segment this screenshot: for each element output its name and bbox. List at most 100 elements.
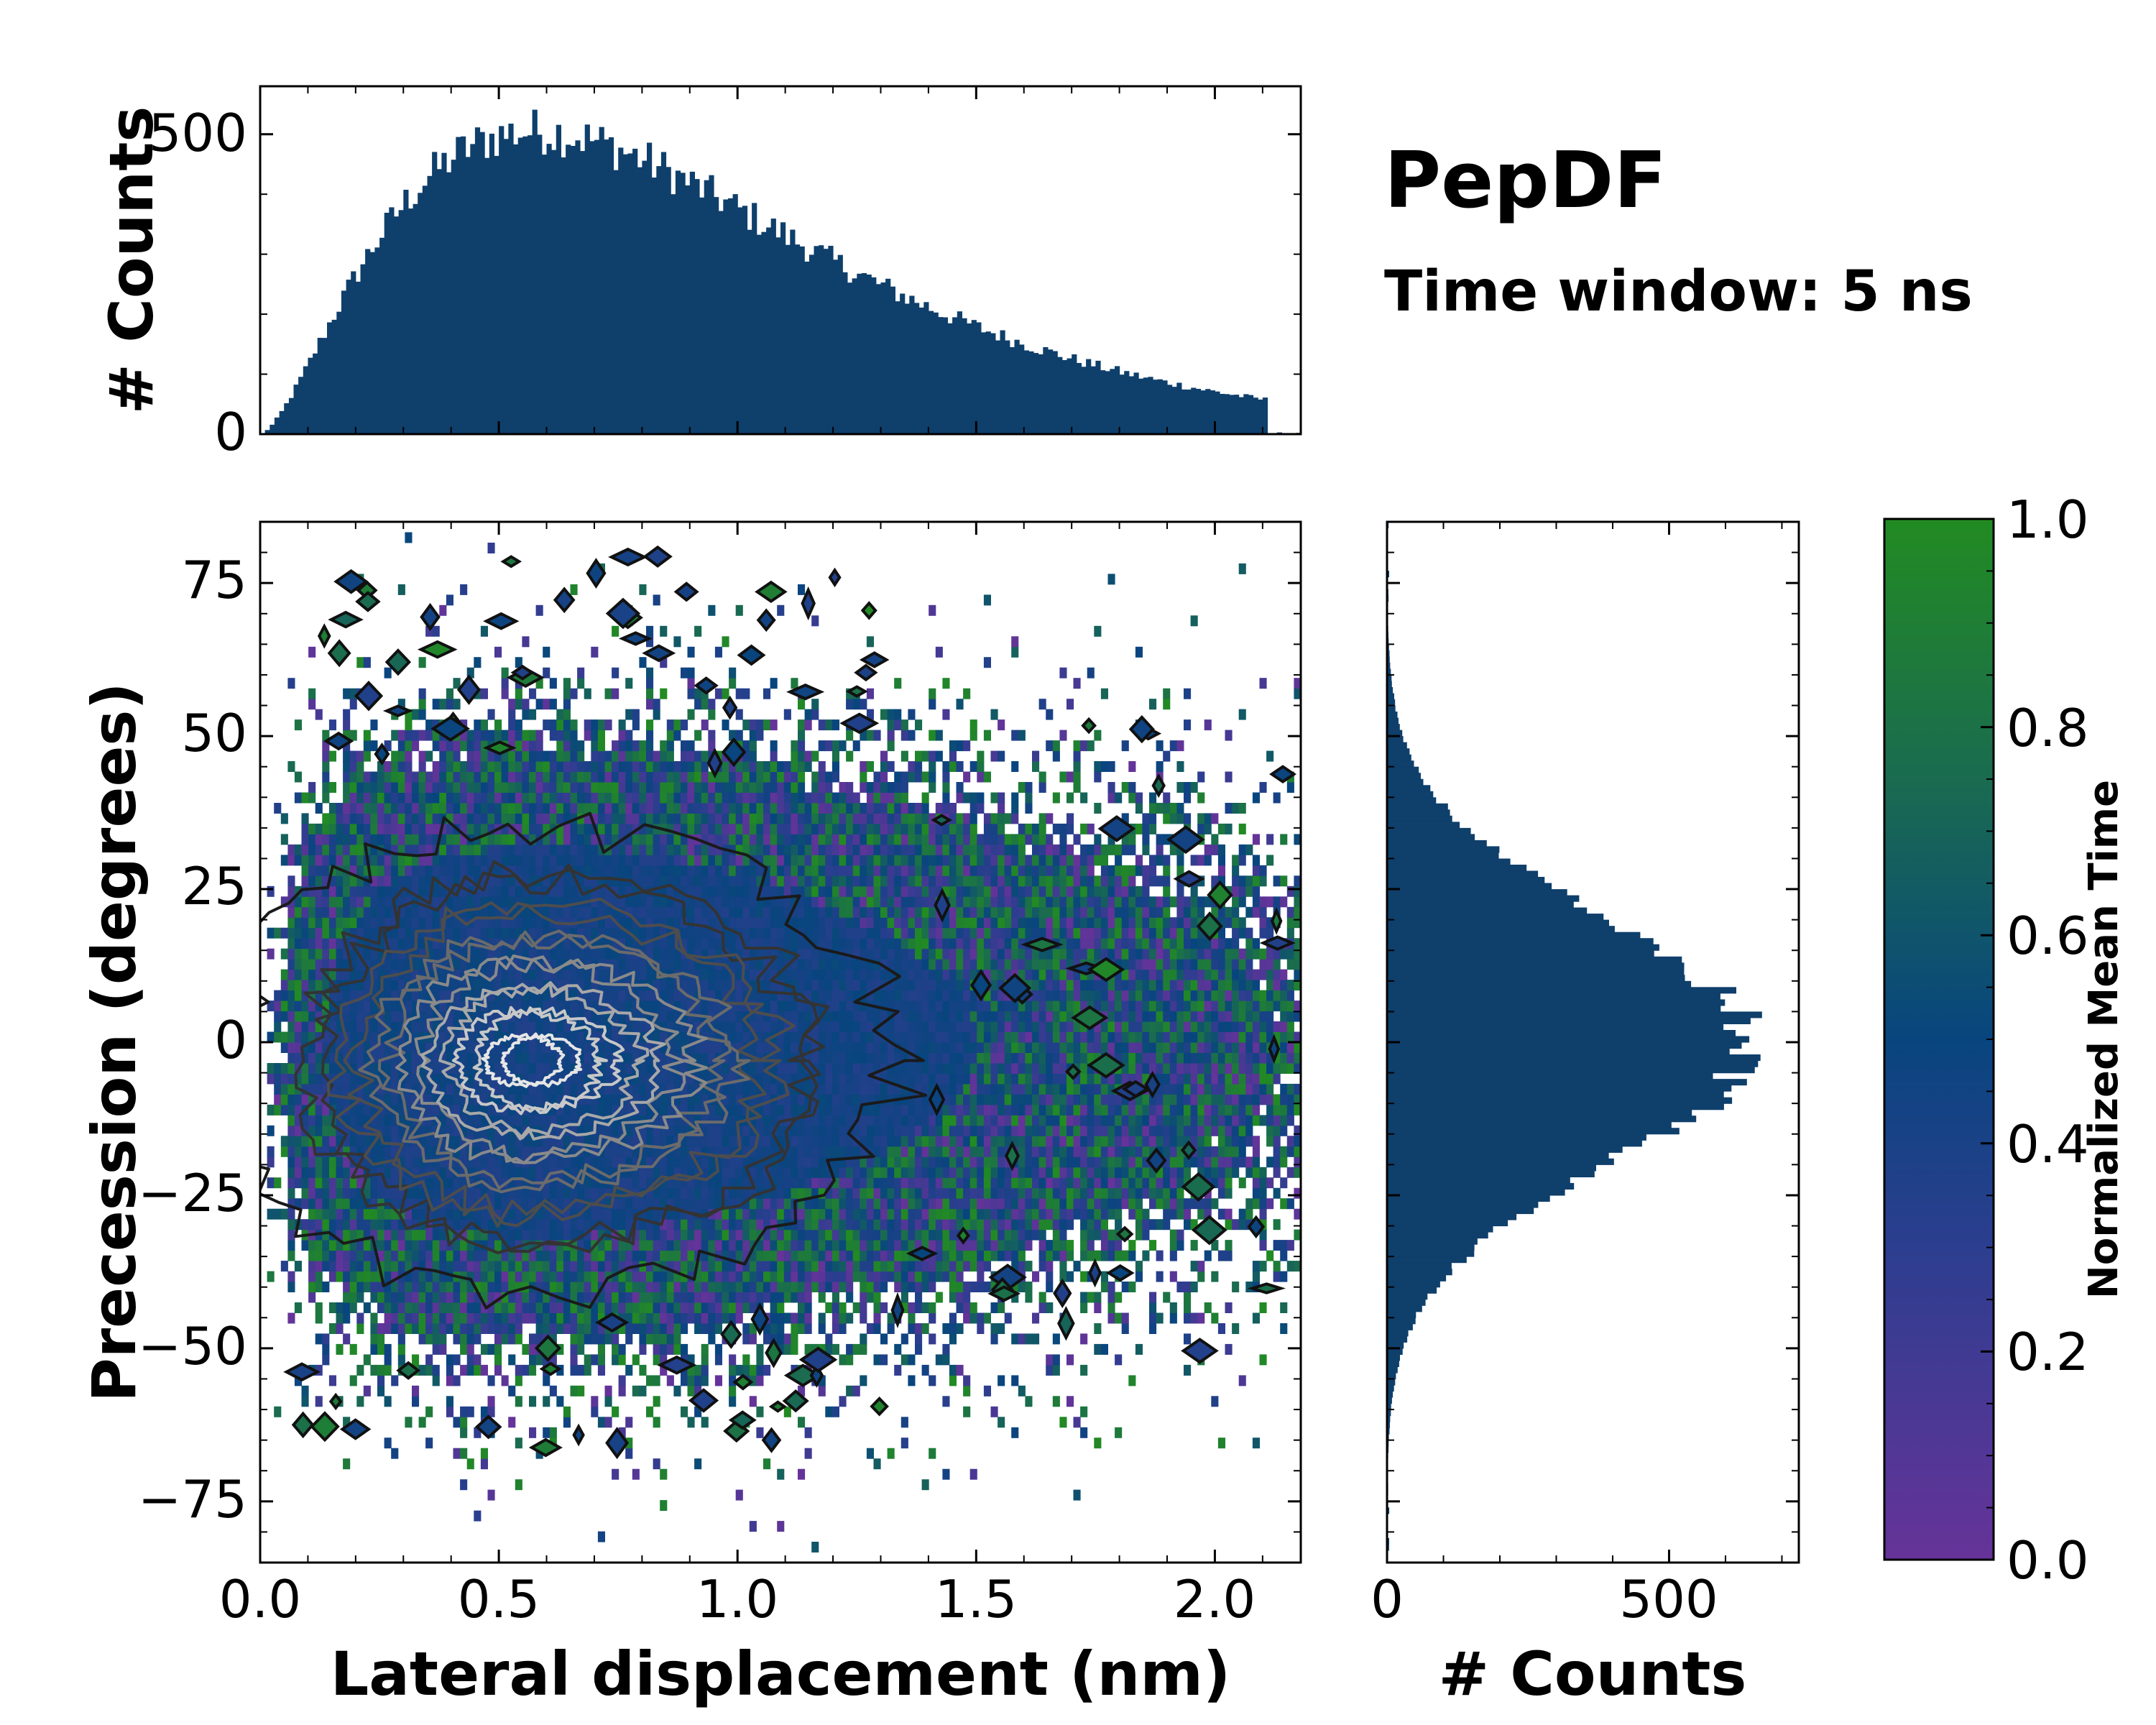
heatmap-cell [735,1312,743,1324]
heatmap-cell [529,1115,537,1126]
heatmap-cell [597,1333,605,1345]
heatmap-cell [798,834,806,845]
heatmap-cell [646,803,654,814]
heatmap-cell [763,761,771,772]
heatmap-cell [729,1292,737,1303]
top-histogram-bar [675,170,681,434]
heatmap-cell [653,834,660,845]
heatmap-cell [287,678,295,689]
heatmap-cell [446,1229,453,1241]
heatmap-cell [639,865,647,876]
top-histogram-bar [360,264,366,434]
heatmap-cell [397,1292,405,1303]
heatmap-cell [487,1011,495,1022]
heatmap-cell [708,604,716,616]
heatmap-cell [612,1083,619,1095]
heatmap-cell [660,906,668,918]
heatmap-cell [322,980,330,991]
heatmap-cell [777,1000,785,1012]
heatmap-cell [397,1187,405,1199]
heatmap-cell [315,969,323,980]
heatmap-cell [356,782,364,793]
heatmap-cell [418,896,426,908]
heatmap-cell [722,1271,729,1282]
heatmap-cell [425,938,433,949]
heatmap-cell [446,1364,453,1376]
heatmap-cell [618,1000,626,1012]
heatmap-cell [294,1177,302,1189]
heatmap-cell [556,709,564,720]
heatmap-cell [660,1343,668,1355]
heatmap-cell [612,886,619,897]
top-histogram-bar [1061,360,1068,434]
heatmap-cell [543,834,550,845]
heatmap-cell [453,1448,461,1459]
heatmap-cell [618,792,626,804]
heatmap-cell [522,1177,530,1189]
heatmap-cell [460,771,468,783]
heatmap-cell [453,855,461,866]
heatmap-cell [798,1219,806,1230]
heatmap-cell [646,719,654,731]
heatmap-cell [618,990,626,1001]
heatmap-cell [563,1136,571,1147]
heatmap-cell [618,803,626,814]
heatmap-cell [397,730,405,741]
heatmap-cell [681,761,688,772]
heatmap-cell [604,1083,612,1095]
heatmap-cell [412,948,420,960]
heatmap-cell [660,740,668,752]
heatmap-cell [604,1198,612,1210]
heatmap-cell [549,771,557,783]
heatmap-cell [460,782,468,793]
heatmap-cell [336,896,344,908]
heatmap-cell [343,1177,351,1189]
heatmap-cell [722,813,729,824]
heatmap-cell [363,1354,371,1366]
heatmap-cell [660,1104,668,1116]
heatmap-cell [384,875,392,887]
heatmap-cell [597,1083,605,1095]
heatmap-cell [681,1125,688,1136]
heatmap-cell [763,792,771,804]
heatmap-cell [356,990,364,1001]
heatmap-cell [405,927,413,939]
heatmap-cell [315,1219,323,1230]
heatmap-cell [453,1375,461,1386]
heatmap-cell [577,1229,585,1241]
heatmap-cell [714,1042,722,1053]
heatmap-cell [494,750,502,762]
heatmap-cell [391,875,399,887]
heatmap-cell [570,1156,578,1168]
heatmap-cell [349,803,357,814]
heatmap-cell [777,1042,785,1053]
heatmap-cell [708,709,716,720]
heatmap-cell [384,1292,392,1303]
heatmap-cell [474,750,482,762]
heatmap-cell [604,1011,612,1022]
heatmap-cell [418,750,426,762]
heatmap-cell [377,948,385,960]
heatmap-cell [397,938,405,949]
heatmap-cell [632,1031,640,1043]
heatmap-cell [694,699,702,710]
heatmap-cell [308,1187,316,1199]
heatmap-cell [777,1167,785,1178]
heatmap-cell [494,855,502,866]
heatmap-cell [783,1042,791,1053]
heatmap-cell [287,886,295,897]
heatmap-cell [446,938,453,949]
heatmap-cell [612,1198,619,1210]
heatmap-cell [653,1302,660,1313]
heatmap-cell [749,1187,757,1199]
heatmap-cell [453,1292,461,1303]
heatmap-cell [322,1000,330,1012]
heatmap-cell [708,969,716,980]
heatmap-cell [274,803,282,814]
heatmap-cell [687,1031,695,1043]
heatmap-cell [446,823,453,834]
heatmap-cell [625,1052,633,1064]
heatmap-cell [363,1250,371,1261]
top-histogram-bar [494,155,499,434]
heatmap-cell [639,584,647,595]
